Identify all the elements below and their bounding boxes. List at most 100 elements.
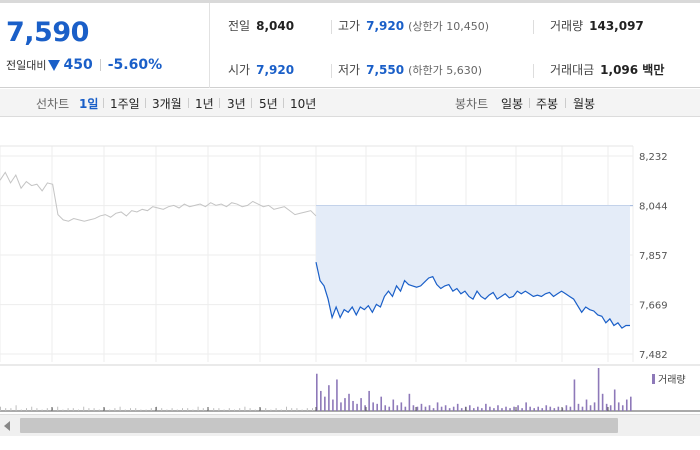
volume-bar-prev [239,408,241,411]
divider [103,98,104,108]
volume-bar-today [489,406,491,411]
volume-bar-prev [249,408,251,411]
volume-bar-prev [10,408,12,411]
volume-bar-today [589,405,592,411]
intraday-price-chart: 8,232 8,044 7,857 7,669 7,482 거래량 [0,145,700,412]
volume-bar-today [505,406,507,411]
tab-weekly-candle[interactable]: 주봉 [536,97,559,111]
volume-bar-today [509,408,511,411]
divider [219,98,220,108]
volume-bar-prev [78,409,79,411]
volume-bar-prev [57,406,59,411]
volume-bar-prev [0,406,1,411]
low-price: 저가 7,550 (하한가 5,630) [338,61,482,78]
volume-bar-prev [109,409,111,411]
tab-monthly-candle[interactable]: 월봉 [573,97,596,111]
volume-bar-today [328,385,330,411]
volume-bar-today [477,406,479,411]
stock-info-panel: 7,590 전일대비 450 -5.60% 전일 8,040 고가 7,920 … [0,0,700,88]
volume-bar-today [617,402,620,411]
volume-bar-prev [202,408,204,411]
volume-bar-today [573,379,576,411]
volume-bar-prev [41,409,43,411]
change-label: 전일대비 [6,59,47,72]
volume-bar-prev [72,408,74,411]
low-value: 7,550 [366,62,405,77]
volume-bar-today [497,405,499,411]
volume-bar-prev [130,408,131,411]
tab-1year[interactable]: 1년 [195,97,214,111]
volume-bar-today [436,402,439,411]
volume-bar-today [404,406,407,411]
tab-10year[interactable]: 10년 [290,97,317,111]
volume-bar-prev [83,406,85,411]
high-price: 고가 7,920 (상한가 10,450) [338,17,489,34]
tab-daily-candle[interactable]: 일봉 [501,97,524,111]
tab-1day[interactable]: 1일 [79,97,99,111]
volume-bar-today [468,405,471,411]
volume-bar-today [360,398,362,411]
volume-bar-today [577,403,580,411]
volume-bar-prev [270,409,272,411]
volume-bar-today [533,408,535,411]
open-value: 7,920 [256,62,295,77]
divider [145,98,146,108]
volume-bar-prev [15,405,17,411]
volume-bar-today [513,406,515,411]
volume-bar-today [316,373,318,411]
volume-bar-prev [228,408,230,411]
divider [283,98,284,108]
volume-bar-prev [119,406,121,411]
volume-bar-prev [187,408,189,411]
divider [533,64,534,78]
tab-5year[interactable]: 5년 [259,97,278,111]
volume-bar-today [448,408,451,411]
tab-1week[interactable]: 1주일 [110,97,140,111]
volume-bar-today [344,398,346,411]
volume-bar-prev [88,408,90,411]
volume-bar-today [493,408,495,411]
volume-bar-prev [291,408,293,411]
volume-bar-today [593,402,596,411]
volume-bar-prev [26,408,27,411]
volume-bar-prev [114,408,116,411]
volume-bar-today [501,408,503,411]
divider [99,59,101,71]
chart-scrollbar[interactable] [0,414,700,436]
volume-bar-prev [124,409,126,411]
volume-bar-prev [46,408,48,411]
volume-bar-prev [301,409,303,411]
divider [188,98,189,108]
lower-limit: (하한가 5,630) [408,63,482,77]
previous-day-line [0,171,317,222]
volume-bar-prev [161,408,163,411]
tab-3year[interactable]: 3년 [227,97,246,111]
volume-bar-today [432,408,435,411]
volume-bar-prev [296,408,298,411]
volume-bar-today [356,403,358,411]
volume-bar-today [424,406,427,411]
volume-bar-today [621,405,624,411]
volume-bar-prev [140,409,142,411]
scroll-left-icon[interactable] [4,421,10,431]
volume-bar-prev [171,408,173,411]
y-tick-label: 7,669 [639,301,668,312]
volume-bar-today [416,406,419,411]
volume-bar-today [380,396,383,411]
volume-bar-today [392,399,395,411]
volume-bar-prev [5,408,7,411]
volume-bar-prev [254,409,256,411]
tab-3month[interactable]: 3개월 [152,97,182,111]
volume-legend-label: 거래량 [658,374,686,386]
volume-bar-prev [223,409,225,411]
prev-close: 전일 8,040 [228,17,294,34]
scrollbar-thumb[interactable] [20,418,618,433]
today-area-fill [316,205,630,329]
chart-grid [0,145,634,362]
volume-bar-prev [166,409,168,411]
prev-close-label: 전일 [228,19,251,33]
divider [565,98,566,108]
volume-bar-today [537,406,540,411]
change-row: 전일대비 450 -5.60% [6,57,162,73]
volume-bar-prev [176,409,178,411]
